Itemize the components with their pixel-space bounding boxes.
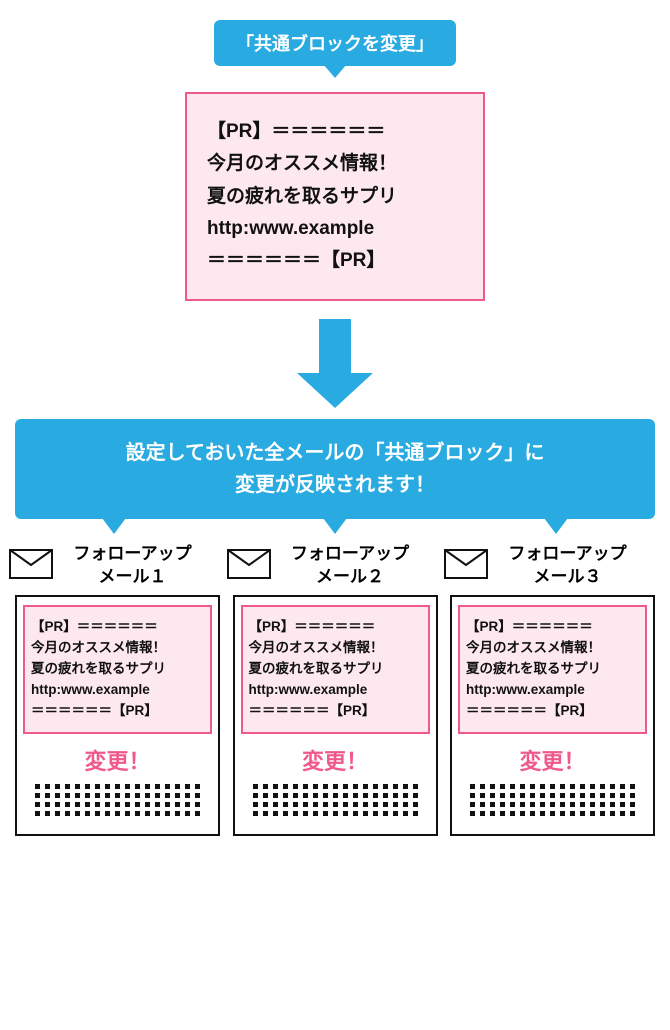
mail-column: フォローアップメール３ 【PR】＝＝＝＝＝＝今月のオススメ情報！夏の疲れを取るサプ… — [450, 543, 655, 835]
pr-line: http:www.example — [207, 213, 463, 245]
dots-row — [23, 802, 212, 807]
pr-block-small: 【PR】＝＝＝＝＝＝今月のオススメ情報！夏の疲れを取るサプリhttp:www.e… — [23, 605, 212, 734]
banner-line: 設定しておいた全メールの「共通ブロック」に — [25, 437, 645, 469]
pr-line: 夏の疲れを取るサプリ — [31, 659, 204, 680]
pr-line: http:www.example — [31, 680, 204, 701]
banner: 設定しておいた全メールの「共通ブロック」に 変更が反映されます！ — [15, 419, 655, 519]
mail-box: 【PR】＝＝＝＝＝＝今月のオススメ情報！夏の疲れを取るサプリhttp:www.e… — [450, 595, 655, 836]
top-label: 「共通ブロックを変更」 — [214, 20, 456, 66]
mail-title: フォローアップメール１ — [15, 543, 220, 589]
banner-tail-icon — [544, 518, 568, 534]
pr-line: ＝＝＝＝＝＝【PR】 — [207, 245, 463, 277]
mail-icon — [9, 549, 53, 579]
pr-line: 夏の疲れを取るサプリ — [466, 659, 639, 680]
pr-block-small: 【PR】＝＝＝＝＝＝今月のオススメ情報！夏の疲れを取るサプリhttp:www.e… — [241, 605, 430, 734]
dots-row — [241, 784, 430, 789]
columns: フォローアップメール１【PR】＝＝＝＝＝＝今月のオススメ情報！夏の疲れを取るサプ… — [15, 543, 655, 835]
dots-row — [458, 784, 647, 789]
pr-line: http:www.example — [249, 680, 422, 701]
dots-row — [23, 793, 212, 798]
dots-row — [241, 811, 430, 816]
pr-line: 【PR】＝＝＝＝＝＝ — [207, 116, 463, 148]
changed-label: 変更！ — [241, 744, 430, 776]
mail-icon — [227, 549, 271, 579]
mail-title: フォローアップメール２ — [233, 543, 438, 589]
dots-row — [241, 802, 430, 807]
banner-tail-icon — [323, 518, 347, 534]
pr-line: 夏の疲れを取るサプリ — [249, 659, 422, 680]
banner-line: 変更が反映されます！ — [25, 469, 645, 501]
mail-box: 【PR】＝＝＝＝＝＝今月のオススメ情報！夏の疲れを取るサプリhttp:www.e… — [233, 595, 438, 836]
mail-column: フォローアップメール２ 【PR】＝＝＝＝＝＝今月のオススメ情報！夏の疲れを取るサプ… — [233, 543, 438, 835]
pr-line: http:www.example — [466, 680, 639, 701]
dots-row — [458, 802, 647, 807]
mail-box: 【PR】＝＝＝＝＝＝今月のオススメ情報！夏の疲れを取るサプリhttp:www.e… — [15, 595, 220, 836]
pr-line: 夏の疲れを取るサプリ — [207, 181, 463, 213]
mail-title: フォローアップメール３ — [450, 543, 655, 589]
pr-line: 【PR】＝＝＝＝＝＝ — [31, 617, 204, 638]
pr-line: 今月のオススメ情報！ — [207, 148, 463, 180]
banner-tails — [15, 519, 655, 541]
pr-block-main: 【PR】＝＝＝＝＝＝ 今月のオススメ情報！ 夏の疲れを取るサプリ http:ww… — [185, 92, 485, 301]
pr-line: 今月のオススメ情報！ — [31, 638, 204, 659]
dots-row — [458, 811, 647, 816]
pr-line: 【PR】＝＝＝＝＝＝ — [249, 617, 422, 638]
dots-row — [23, 784, 212, 789]
pr-block-small: 【PR】＝＝＝＝＝＝今月のオススメ情報！夏の疲れを取るサプリhttp:www.e… — [458, 605, 647, 734]
pr-line: ＝＝＝＝＝＝【PR】 — [31, 701, 204, 722]
pr-line: 【PR】＝＝＝＝＝＝ — [466, 617, 639, 638]
dots-row — [241, 793, 430, 798]
dots-row — [458, 793, 647, 798]
pr-line: 今月のオススメ情報！ — [249, 638, 422, 659]
pr-line: 今月のオススメ情報！ — [466, 638, 639, 659]
changed-label: 変更！ — [23, 744, 212, 776]
banner-tail-icon — [102, 518, 126, 534]
arrow-down-icon — [319, 319, 351, 374]
mail-column: フォローアップメール１ 【PR】＝＝＝＝＝＝今月のオススメ情報！夏の疲れを取るサプ… — [15, 543, 220, 835]
dots-row — [23, 811, 212, 816]
pr-line: ＝＝＝＝＝＝【PR】 — [466, 701, 639, 722]
changed-label: 変更！ — [458, 744, 647, 776]
mail-icon — [444, 549, 488, 579]
pr-line: ＝＝＝＝＝＝【PR】 — [249, 701, 422, 722]
